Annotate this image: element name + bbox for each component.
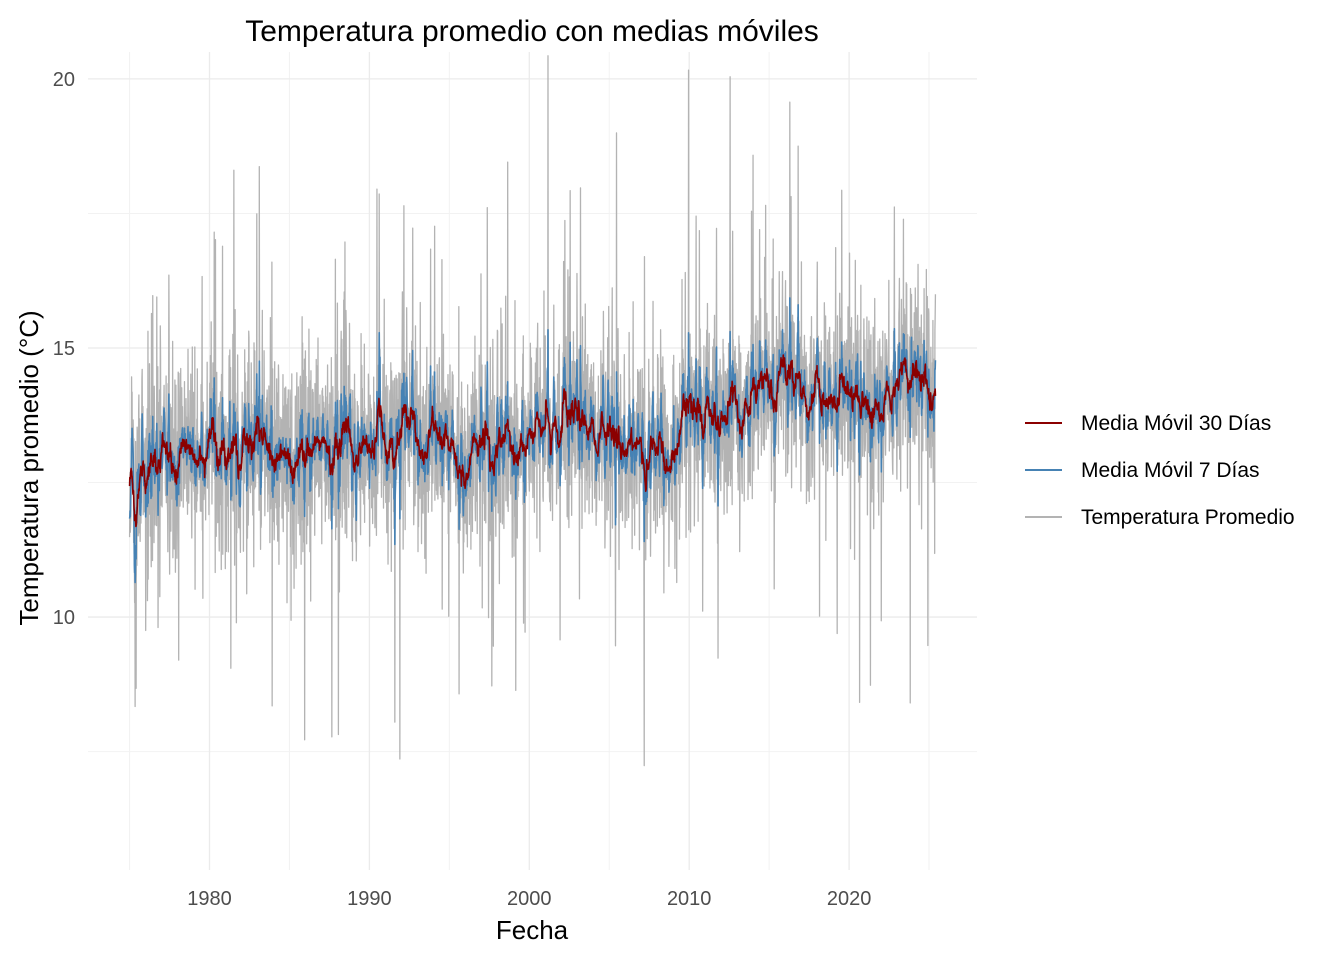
y-axis-ticks: 10 15 20 (53, 69, 75, 629)
x-axis-label: Fecha (496, 915, 569, 945)
legend-label: Media Móvil 30 Días (1081, 412, 1271, 435)
y-axis-label: Temperatura promedio (°C) (14, 310, 44, 625)
x-tick-label: 1990 (347, 888, 392, 910)
series-layer (128, 55, 937, 767)
x-tick-label: 1980 (187, 888, 232, 910)
series-line-ma30 (128, 354, 937, 528)
legend: Media Móvil 30 Días Media Móvil 7 Días Tem… (1025, 412, 1295, 529)
y-tick-label: 20 (53, 69, 75, 91)
chart-title: Temperatura promedio con medias móviles (245, 15, 819, 48)
y-tick-label: 10 (53, 607, 75, 629)
x-tick-label: 2010 (667, 888, 712, 910)
x-axis-ticks: 1980 1990 2000 2010 2020 (187, 888, 871, 910)
legend-label: Media Móvil 7 Días (1081, 459, 1260, 482)
x-tick-label: 2020 (827, 888, 872, 910)
y-tick-label: 15 (53, 338, 75, 360)
x-tick-label: 2000 (507, 888, 552, 910)
legend-label: Temperatura Promedio (1081, 506, 1295, 529)
